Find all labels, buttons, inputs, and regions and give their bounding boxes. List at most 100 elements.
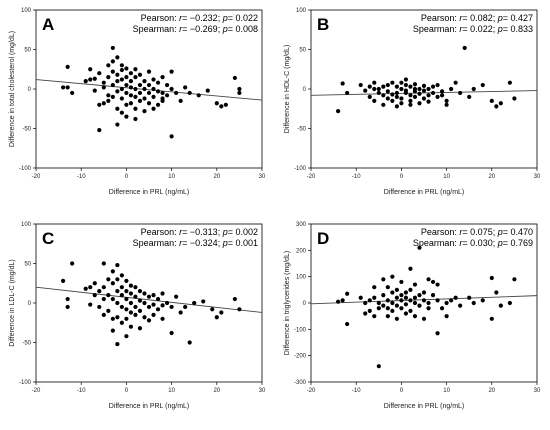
data-point [178, 98, 183, 103]
x-tick-label: 0 [125, 388, 129, 394]
spearman-stat-p-label: p [222, 238, 228, 248]
data-point [160, 90, 165, 96]
data-point [119, 293, 124, 298]
data-point [128, 71, 134, 76]
panel-letter: D [317, 229, 329, 248]
data-point [385, 82, 390, 88]
data-point [151, 86, 156, 92]
data-point [417, 101, 422, 106]
data-point [106, 63, 111, 68]
data-point [367, 84, 372, 89]
data-point [512, 277, 517, 282]
y-tick-label: -100 [19, 166, 32, 172]
data-point [372, 285, 377, 290]
data-point [151, 94, 156, 99]
data-point [124, 296, 129, 302]
data-point [462, 45, 467, 51]
data-point [128, 324, 134, 329]
data-point [367, 298, 372, 303]
data-point [164, 82, 170, 88]
y-tick-label: -100 [19, 380, 32, 386]
data-point [160, 291, 165, 296]
data-point [376, 364, 381, 369]
data-point [124, 90, 129, 96]
data-point [97, 71, 102, 76]
y-tick-label: 50 [24, 48, 31, 54]
x-tick-label: 30 [534, 174, 541, 180]
data-point [119, 273, 124, 278]
data-point [421, 83, 427, 88]
data-point [119, 285, 124, 290]
data-point [381, 303, 386, 308]
y-tick-label: 0 [303, 301, 307, 307]
data-point [133, 285, 138, 290]
data-point [453, 295, 458, 300]
x-tick-label: 0 [400, 388, 404, 394]
data-point [137, 98, 143, 103]
y-tick-label: 100 [21, 222, 32, 228]
spearman-stat-r-value: = 0.030; [462, 238, 497, 248]
data-point [146, 69, 152, 74]
data-point [363, 311, 368, 316]
data-point [219, 104, 224, 109]
data-point [133, 106, 138, 111]
data-point [376, 90, 381, 96]
data-point [439, 306, 445, 311]
panel-letter: A [42, 15, 54, 34]
data-point [133, 304, 138, 310]
pearson-stat-r-label: r [179, 227, 183, 237]
data-point [155, 307, 161, 312]
data-point [106, 293, 111, 298]
data-point [178, 310, 183, 315]
data-point [421, 298, 427, 303]
data-point [110, 45, 115, 51]
data-point [381, 93, 386, 98]
data-point [449, 298, 454, 303]
data-point [385, 306, 390, 311]
data-point [160, 75, 165, 80]
data-point [214, 315, 219, 320]
data-point [363, 300, 368, 306]
data-point [101, 261, 106, 266]
data-point [137, 308, 143, 313]
panel-d: -20 -10 0 10 20 30-300-200-1000100200300Diffe… [284, 222, 541, 410]
data-point [142, 86, 147, 92]
data-point [444, 102, 449, 107]
data-point [345, 321, 350, 327]
data-point [376, 306, 381, 311]
data-point [394, 94, 399, 99]
data-point [61, 278, 66, 283]
data-point [106, 277, 111, 282]
data-point [88, 285, 93, 290]
x-tick-label: -10 [352, 174, 361, 180]
data-point [119, 110, 124, 115]
data-point [142, 315, 147, 320]
x-axis-title: Difference in PRL (ng/mL) [109, 189, 190, 196]
data-point [65, 296, 70, 302]
y-tick-label: -50 [22, 341, 31, 347]
data-point [421, 88, 427, 93]
data-point [115, 72, 120, 77]
data-point [88, 302, 93, 307]
data-point [110, 69, 115, 74]
data-point [169, 69, 174, 74]
data-point [435, 298, 440, 303]
pearson-stat-r-label: r [459, 13, 463, 23]
pearson-stat-p-label: p [497, 227, 503, 237]
data-point [146, 101, 152, 106]
data-point [430, 293, 436, 298]
data-point [403, 77, 409, 82]
data-point [119, 304, 124, 310]
data-point [444, 98, 449, 103]
data-point [110, 316, 115, 321]
pearson-stat: Pearson: r= 0.082; p= 0.427 [421, 13, 533, 23]
data-point [61, 85, 66, 90]
data-point [408, 93, 413, 98]
data-point [151, 302, 156, 307]
data-point [408, 298, 413, 303]
spearman-stat: Spearman: r= −0.269; p= 0.008 [133, 24, 258, 34]
data-point [340, 298, 345, 303]
data-point [458, 90, 463, 96]
